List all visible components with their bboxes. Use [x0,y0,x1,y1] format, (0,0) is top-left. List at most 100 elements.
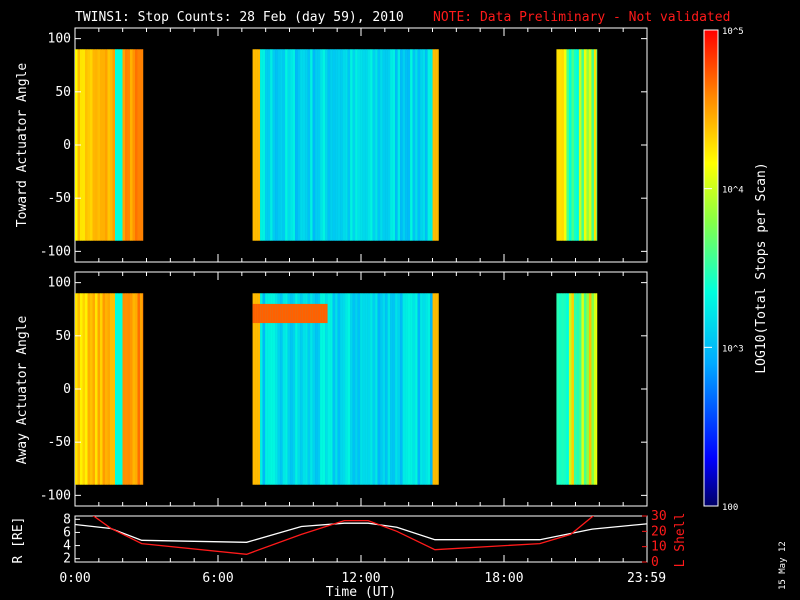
away-heatmap-column [412,293,416,485]
away-heatmap-column [272,293,276,485]
toward-heatmap-column [115,49,118,241]
away-heatmap-column [430,293,433,485]
toward-heatmap-column [382,49,386,241]
away-heatmap-column [365,293,368,485]
away-heatmap-hot-band [270,303,273,324]
toward-heatmap-column [563,49,567,241]
away-heatmap-column [360,293,363,485]
toward-heatmap-column [130,49,133,241]
r-tick-label: 2 [63,552,71,567]
away-heatmap-column [302,293,306,485]
time-tick-label: 18:00 [484,571,523,586]
toward-y-tick-label: -50 [48,191,71,206]
toward-heatmap-column [110,49,113,241]
preliminary-note: NOTE: Data Preliminary - Not validated [433,10,730,25]
away-heatmap-column [566,293,570,485]
away-heatmap-hot-band [277,303,281,324]
away-heatmap-column [115,293,118,485]
toward-heatmap-column [267,49,271,241]
away-heatmap-hot-band [305,303,308,324]
away-heatmap-column [265,293,268,485]
away-heatmap-hot-band [312,303,316,324]
r-series-line [75,522,647,543]
toward-heatmap-column [95,49,98,241]
away-heatmap-column [137,293,141,485]
ephemeris-series [75,516,647,555]
toward-heatmap-column [265,49,268,241]
toward-heatmap-column [257,49,261,241]
toward-heatmap-column [300,49,303,241]
away-heatmap-column [345,293,348,485]
away-heatmap-column [97,293,101,485]
away-y-tick-label: 50 [55,329,71,344]
away-heatmap-column [377,293,381,485]
away-heatmap-column [372,293,376,485]
away-heatmap-column [335,293,338,485]
away-heatmap-column [295,293,298,485]
toward-y-tick-label: 0 [63,138,71,153]
away-heatmap-hot-band [265,303,268,324]
colorbar-tick-label: 100 [722,503,738,513]
away-heatmap-hot-band [307,303,311,324]
toward-y-tick-label: 50 [55,85,71,100]
away-heatmap-column [370,293,373,485]
toward-heatmap-panel: 100 50 0 -50 -100 Toward Actuator Angle [15,27,648,263]
away-heatmap-column [382,293,386,485]
away-heatmap-column [252,293,256,485]
toward-heatmap-column [305,49,308,241]
toward-heatmap-column [571,49,575,241]
away-heatmap-column [267,293,271,485]
away-heatmap-column [342,293,346,485]
away-heatmap-column [122,293,126,485]
away-heatmap-column [586,293,590,485]
away-heatmap-column [287,293,291,485]
away-heatmap-column [367,293,371,485]
toward-heatmap-column [387,49,391,241]
away-heatmap-column [435,293,438,485]
toward-heatmap-column [142,49,144,241]
away-heatmap-column [140,293,143,485]
toward-heatmap-column [362,49,366,241]
toward-heatmap-column [588,49,592,241]
away-heatmap-column [105,293,108,485]
toward-heatmap-column [435,49,438,241]
toward-heatmap-column [100,49,103,241]
away-heatmap-column [340,293,343,485]
away-heatmap-column [387,293,391,485]
toward-heatmap-column [367,49,371,241]
toward-heatmap-column [405,49,408,241]
toward-heatmap-column [395,49,398,241]
toward-heatmap-column [102,49,106,241]
toward-heatmap-column [297,49,301,241]
away-heatmap-hot-band [260,303,263,324]
toward-heatmap-column [385,49,388,241]
away-y-tick-label: -50 [48,435,71,450]
away-heatmap-column [262,293,266,485]
away-heatmap-column [277,293,281,485]
toward-heatmap-column [85,49,88,241]
away-heatmap-column [305,293,308,485]
r-axis-label: R [RE] [11,517,26,564]
toward-heatmap-column [417,49,421,241]
away-heatmap-column [320,293,323,485]
toward-heatmap-column [127,49,131,241]
away-heatmap-column [352,293,356,485]
away-heatmap-column [325,293,328,485]
away-heatmap-column [310,293,313,485]
toward-heatmap-column [407,49,411,241]
away-heatmap-column [437,293,439,485]
toward-heatmap-column [586,49,590,241]
away-heatmap-column [583,293,587,485]
away-heatmap-column [350,293,353,485]
toward-heatmap-column [573,49,577,241]
away-heatmap-hot-band [272,303,276,324]
toward-heatmap-column [317,49,321,241]
toward-heatmap-column [280,49,283,241]
away-heatmap-column [563,293,567,485]
toward-y-tick-label: 100 [48,32,71,47]
away-heatmap-column [87,293,91,485]
toward-heatmap-column [390,49,393,241]
away-heatmap-column [392,293,396,485]
away-heatmap-column [410,293,413,485]
